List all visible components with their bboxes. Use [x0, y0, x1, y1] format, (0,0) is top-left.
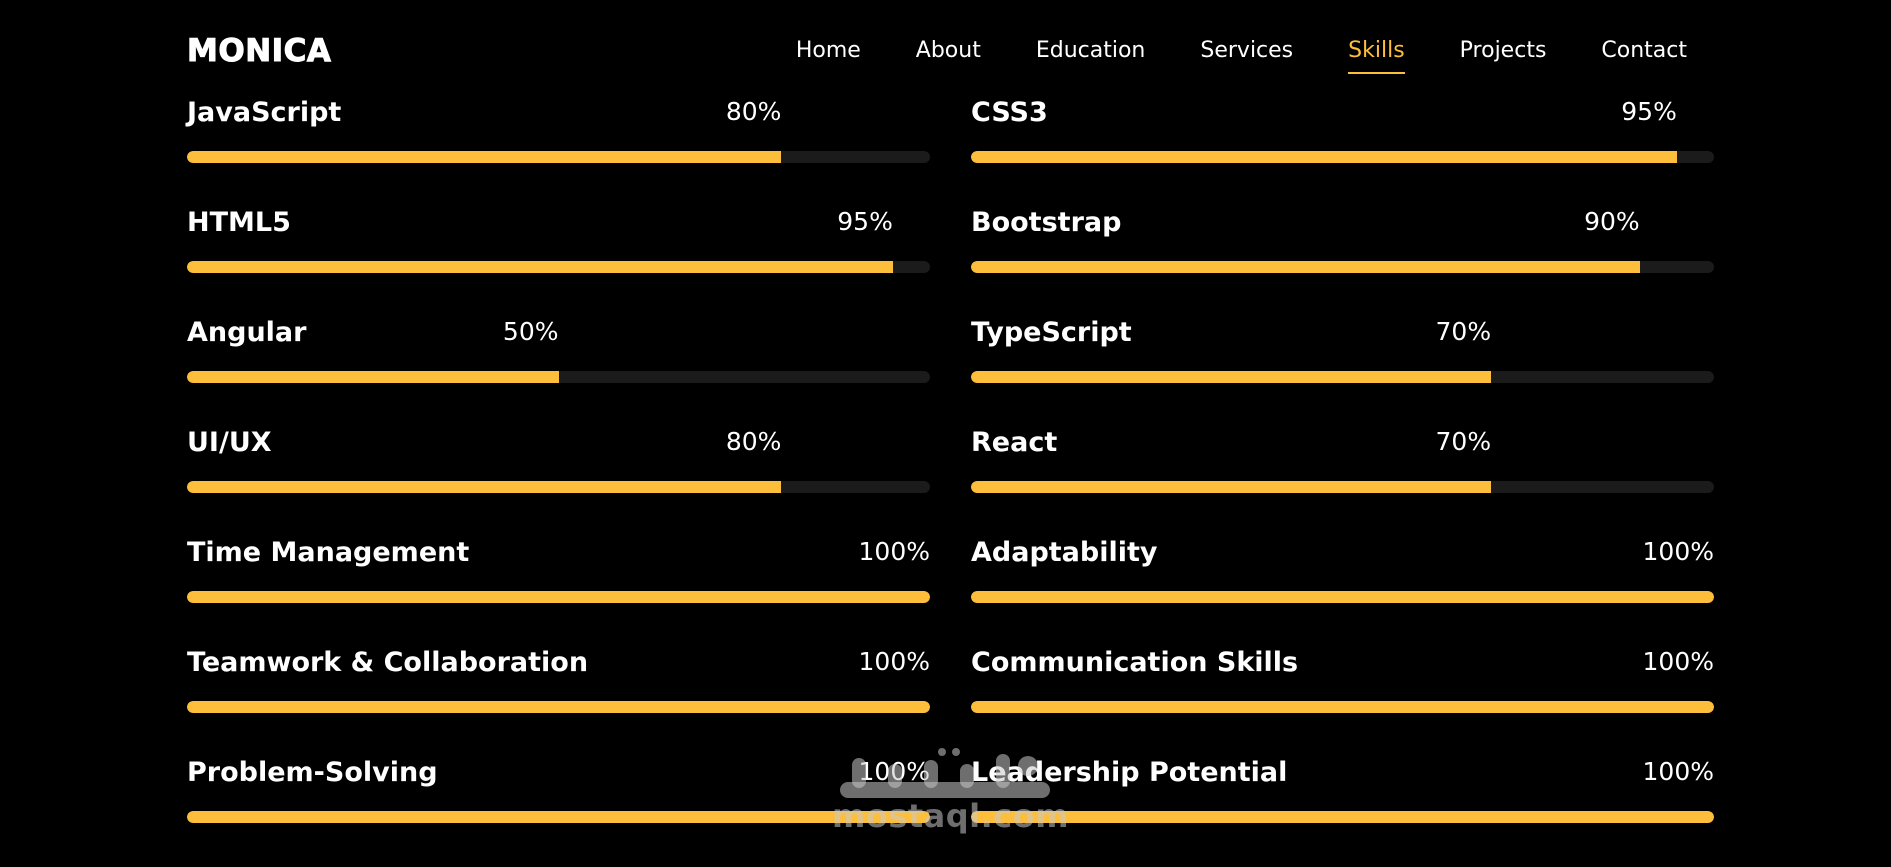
- progress-track: [187, 811, 930, 823]
- nav-contact[interactable]: Contact: [1601, 38, 1687, 63]
- progress-fill: [187, 701, 930, 713]
- progress-fill: [187, 481, 782, 493]
- skill-communication-skills: Communication Skills 100%: [971, 642, 1714, 752]
- skill-angular: Angular 50%: [187, 312, 930, 422]
- progress-fill: [187, 371, 559, 383]
- progress-track: [187, 591, 930, 603]
- progress-track: [187, 371, 930, 383]
- progress-fill: [187, 591, 930, 603]
- progress-fill: [187, 151, 782, 163]
- progress-track: [971, 811, 1714, 823]
- skill-percent: 90%: [1584, 207, 1640, 236]
- skill-percent: 80%: [725, 97, 782, 126]
- skill-javascript: JavaScript 80%: [187, 92, 930, 202]
- nav-skills[interactable]: Skills: [1348, 30, 1405, 74]
- skill-percent: 50%: [502, 317, 559, 346]
- skill-react: React 70%: [971, 422, 1714, 532]
- site-header: MONICA Home About Education Services Ski…: [186, 30, 1687, 80]
- skill-percent: 70%: [1435, 427, 1492, 456]
- skill-percent: 80%: [725, 427, 782, 456]
- skill-name: React: [971, 427, 1058, 458]
- site-logo[interactable]: MONICA: [186, 33, 332, 70]
- skill-name: CSS3: [971, 97, 1048, 128]
- skills-column-left: JavaScript 80% HTML5 95% Angular 50% UI/UX 80% T…: [187, 92, 930, 862]
- skill-ui-ux: UI/UX 80%: [187, 422, 930, 532]
- progress-fill: [971, 701, 1714, 713]
- skill-percent: 95%: [1621, 97, 1677, 126]
- progress-fill: [187, 261, 893, 273]
- progress-track: [971, 261, 1714, 273]
- progress-track: [971, 481, 1714, 493]
- skill-name: Adaptability: [971, 537, 1158, 568]
- progress-track: [187, 261, 930, 273]
- skill-percent: 100%: [1642, 537, 1714, 566]
- progress-fill: [971, 151, 1677, 163]
- progress-track: [971, 591, 1714, 603]
- skill-leadership-potential: Leadership Potential 100%: [971, 752, 1714, 862]
- nav-services[interactable]: Services: [1200, 38, 1294, 63]
- skill-name: Problem-Solving: [187, 757, 438, 788]
- progress-track: [187, 481, 930, 493]
- skill-time-management: Time Management 100%: [187, 532, 930, 642]
- skill-name: Leadership Potential: [971, 757, 1288, 788]
- progress-track: [187, 701, 930, 713]
- skill-name: Teamwork & Collaboration: [187, 647, 589, 678]
- skill-percent: 100%: [1642, 647, 1714, 676]
- skill-name: Communication Skills: [971, 647, 1299, 678]
- progress-fill: [971, 481, 1492, 493]
- skill-name: Bootstrap: [971, 207, 1122, 238]
- skill-name: HTML5: [187, 207, 291, 238]
- skill-teamwork-collaboration: Teamwork & Collaboration 100%: [187, 642, 930, 752]
- skill-percent: 100%: [858, 647, 930, 676]
- progress-track: [971, 151, 1714, 163]
- skill-bootstrap: Bootstrap 90%: [971, 202, 1714, 312]
- skill-name: UI/UX: [187, 427, 272, 458]
- progress-fill: [971, 261, 1640, 273]
- nav-about[interactable]: About: [915, 38, 981, 63]
- nav-education[interactable]: Education: [1035, 38, 1146, 63]
- skill-css3: CSS3 95%: [971, 92, 1714, 202]
- skills-column-right: CSS3 95% Bootstrap 90% TypeScript 70% React 70%…: [971, 92, 1714, 862]
- nav-home[interactable]: Home: [795, 38, 861, 63]
- main-nav: Home About Education Services Skills Pro…: [741, 30, 1687, 74]
- nav-projects[interactable]: Projects: [1459, 38, 1547, 63]
- progress-track: [971, 371, 1714, 383]
- progress-fill: [971, 811, 1714, 823]
- progress-track: [971, 701, 1714, 713]
- progress-track: [187, 151, 930, 163]
- skill-problem-solving: Problem-Solving 100%: [187, 752, 930, 862]
- skill-percent: 95%: [837, 207, 893, 236]
- skill-adaptability: Adaptability 100%: [971, 532, 1714, 642]
- skill-name: Time Management: [187, 537, 470, 568]
- skill-percent: 100%: [1642, 757, 1714, 786]
- skill-percent: 100%: [858, 757, 930, 786]
- skill-name: Angular: [187, 317, 307, 348]
- progress-fill: [971, 591, 1714, 603]
- skill-html5: HTML5 95%: [187, 202, 930, 312]
- skill-percent: 70%: [1435, 317, 1492, 346]
- skill-name: TypeScript: [971, 317, 1132, 348]
- progress-fill: [971, 371, 1492, 383]
- skill-percent: 100%: [858, 537, 930, 566]
- skill-name: JavaScript: [187, 97, 342, 128]
- skill-typescript: TypeScript 70%: [971, 312, 1714, 422]
- progress-fill: [187, 811, 930, 823]
